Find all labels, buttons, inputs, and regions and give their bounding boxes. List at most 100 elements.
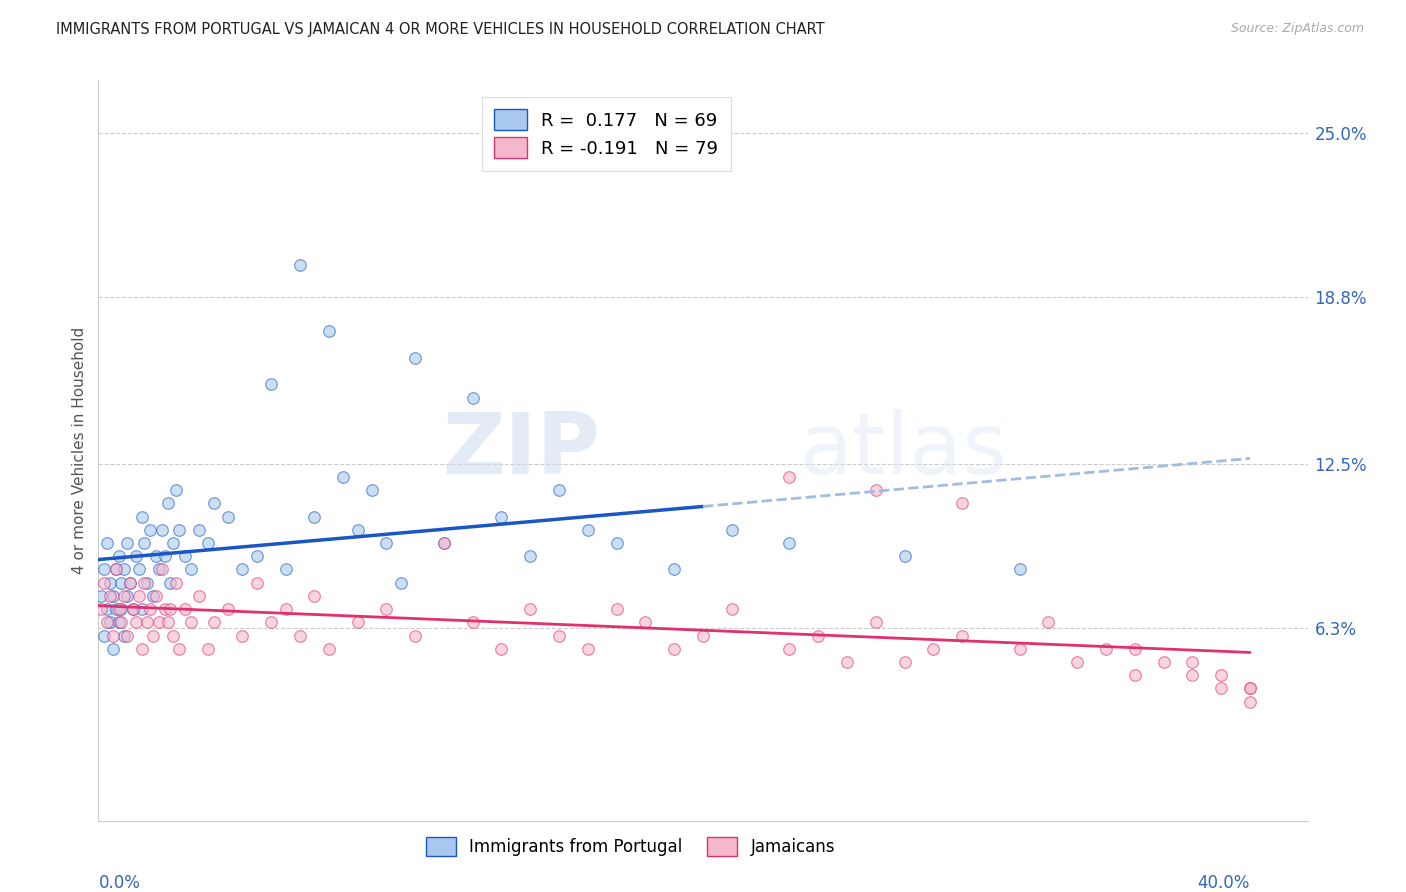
Point (197, 641, 219, 656)
Point (136, 575, 159, 590)
Point (98, 615, 121, 630)
Point (1008, 562, 1031, 576)
Point (150, 523, 173, 537)
Point (375, 536, 398, 550)
Point (180, 615, 202, 630)
Point (125, 549, 148, 564)
Point (519, 602, 541, 616)
Point (148, 615, 170, 630)
Point (404, 351, 426, 365)
Point (246, 549, 269, 564)
Point (778, 641, 800, 656)
Point (202, 615, 225, 630)
Point (692, 629, 714, 643)
Legend: Immigrants from Portugal, Jamaicans: Immigrants from Portugal, Jamaicans (418, 828, 844, 864)
Point (165, 483, 187, 497)
Point (231, 562, 253, 576)
Point (1095, 641, 1118, 656)
Point (1123, 641, 1146, 656)
Point (173, 602, 195, 616)
Point (120, 575, 142, 590)
Point (922, 641, 945, 656)
Point (96, 536, 118, 550)
Point (346, 523, 368, 537)
Text: 40.0%: 40.0% (1198, 873, 1250, 891)
Point (1066, 655, 1088, 669)
Y-axis label: 4 or more Vehicles in Household: 4 or more Vehicles in Household (72, 326, 87, 574)
Point (217, 602, 239, 616)
Point (180, 562, 202, 576)
Point (150, 562, 173, 576)
Point (90, 602, 112, 616)
Text: IMMIGRANTS FROM PORTUGAL VS JAMAICAN 4 OR MORE VEHICLES IN HOUSEHOLD CORRELATION: IMMIGRANTS FROM PORTUGAL VS JAMAICAN 4 O… (56, 22, 825, 37)
Point (197, 536, 219, 550)
Point (260, 377, 283, 392)
Point (96, 615, 118, 630)
Point (156, 615, 179, 630)
Point (110, 602, 132, 616)
Point (606, 536, 628, 550)
Point (1239, 681, 1261, 696)
Point (139, 523, 162, 537)
Point (128, 589, 150, 603)
Point (122, 602, 145, 616)
Point (101, 589, 124, 603)
Text: 0.0%: 0.0% (98, 873, 141, 891)
Point (778, 470, 800, 484)
Point (346, 615, 368, 630)
Point (120, 575, 142, 590)
Point (1153, 655, 1175, 669)
Text: ZIP: ZIP (443, 409, 600, 492)
Point (93, 629, 115, 643)
Point (122, 602, 145, 616)
Point (104, 602, 127, 616)
Point (304, 509, 326, 524)
Point (461, 615, 484, 630)
Point (778, 536, 800, 550)
Point (1123, 668, 1146, 682)
Point (835, 655, 858, 669)
Point (950, 496, 973, 510)
Point (576, 641, 599, 656)
Point (950, 629, 973, 643)
Point (159, 575, 181, 590)
Point (142, 589, 165, 603)
Point (433, 536, 456, 550)
Point (93, 575, 115, 590)
Point (1239, 681, 1261, 696)
Point (1239, 695, 1261, 709)
Point (1211, 668, 1233, 682)
Point (188, 523, 211, 537)
Point (148, 562, 170, 576)
Point (606, 602, 628, 616)
Point (153, 549, 176, 564)
Point (893, 655, 915, 669)
Point (145, 589, 167, 603)
Point (112, 589, 135, 603)
Point (461, 391, 484, 405)
Point (375, 602, 398, 616)
Point (664, 641, 686, 656)
Point (107, 602, 129, 616)
Point (1008, 641, 1031, 656)
Point (720, 523, 742, 537)
Point (167, 523, 190, 537)
Point (188, 589, 211, 603)
Text: Source: ZipAtlas.com: Source: ZipAtlas.com (1230, 22, 1364, 36)
Point (131, 602, 153, 616)
Point (865, 615, 887, 630)
Point (104, 562, 127, 576)
Point (318, 325, 340, 339)
Point (153, 602, 176, 616)
Point (1211, 681, 1233, 696)
Point (145, 549, 167, 564)
Point (288, 629, 311, 643)
Point (548, 629, 571, 643)
Point (125, 615, 148, 630)
Point (893, 549, 915, 564)
Point (332, 470, 354, 484)
Point (101, 629, 124, 643)
Point (167, 641, 190, 656)
Point (231, 629, 253, 643)
Point (98, 589, 121, 603)
